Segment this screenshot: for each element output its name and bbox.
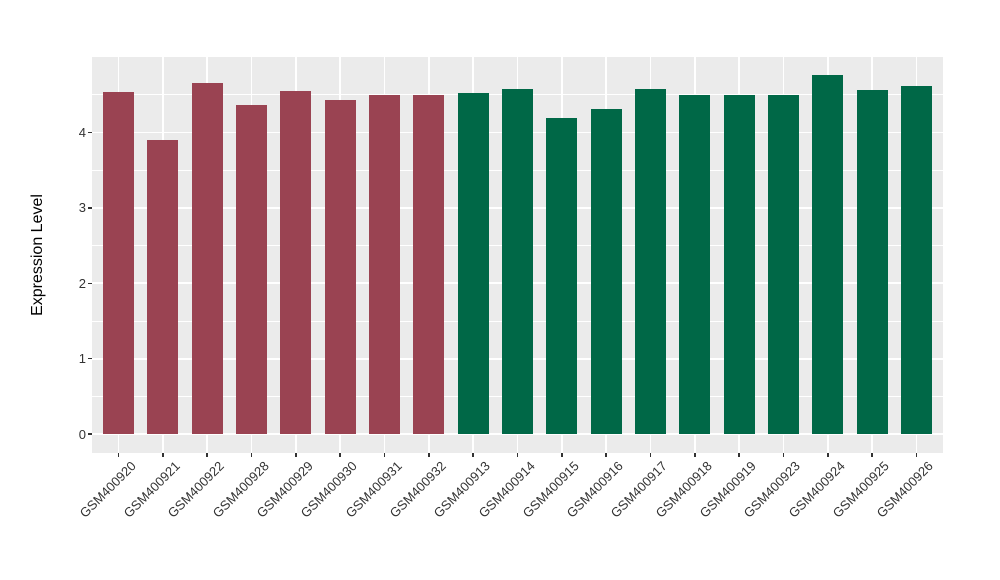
bar-GSM400925	[856, 90, 888, 435]
x-tick-mark	[561, 453, 563, 457]
bar-GSM400913	[457, 93, 489, 435]
bar-GSM400931	[369, 95, 401, 435]
bar-GSM400917	[634, 88, 666, 435]
bar-GSM400926	[900, 86, 932, 435]
plot-panel	[92, 57, 943, 453]
bar-GSM400929	[280, 90, 312, 435]
bar-GSM400919	[723, 94, 755, 435]
bar-GSM400914	[501, 88, 533, 435]
bar-GSM400928	[236, 105, 268, 435]
bar-GSM400921	[147, 139, 179, 435]
x-tick-mark	[206, 453, 208, 457]
bar-GSM400920	[103, 92, 135, 435]
bar-GSM400930	[324, 99, 356, 435]
x-tick-mark	[649, 453, 652, 457]
x-tick-mark	[295, 453, 297, 457]
x-tick-mark	[428, 453, 430, 457]
bar-GSM400915	[546, 118, 578, 435]
x-tick-mark	[782, 453, 785, 457]
x-tick-mark	[162, 453, 164, 457]
y-tick-mark	[88, 357, 92, 360]
bar-GSM400932	[413, 95, 445, 435]
x-tick-mark	[738, 453, 740, 457]
y-tick-mark	[88, 282, 92, 285]
bar-GSM400916	[590, 109, 622, 435]
gridline-major	[92, 433, 943, 435]
x-tick-mark	[915, 453, 918, 457]
y-tick-label: 2	[78, 275, 86, 291]
bar-GSM400924	[812, 75, 844, 435]
x-tick-mark	[472, 453, 474, 457]
x-tick-mark	[605, 453, 607, 457]
x-tick-mark	[117, 453, 120, 457]
x-tick-mark	[871, 453, 873, 457]
y-tick-mark	[88, 207, 92, 209]
x-tick-mark	[827, 453, 829, 457]
x-tick-mark	[339, 453, 341, 457]
x-tick-mark	[250, 453, 253, 457]
x-tick-mark	[516, 453, 519, 457]
y-tick-mark	[88, 131, 92, 134]
y-tick-label: 4	[78, 124, 86, 140]
bar-GSM400923	[767, 95, 799, 435]
x-tick-mark	[383, 453, 386, 457]
y-tick-label: 1	[78, 351, 86, 367]
y-tick-mark	[88, 433, 92, 435]
y-tick-label: 0	[78, 426, 86, 442]
y-tick-label: 3	[78, 200, 86, 216]
x-tick-mark	[694, 453, 696, 457]
bar-GSM400922	[191, 83, 223, 435]
bar-GSM400918	[679, 95, 711, 435]
